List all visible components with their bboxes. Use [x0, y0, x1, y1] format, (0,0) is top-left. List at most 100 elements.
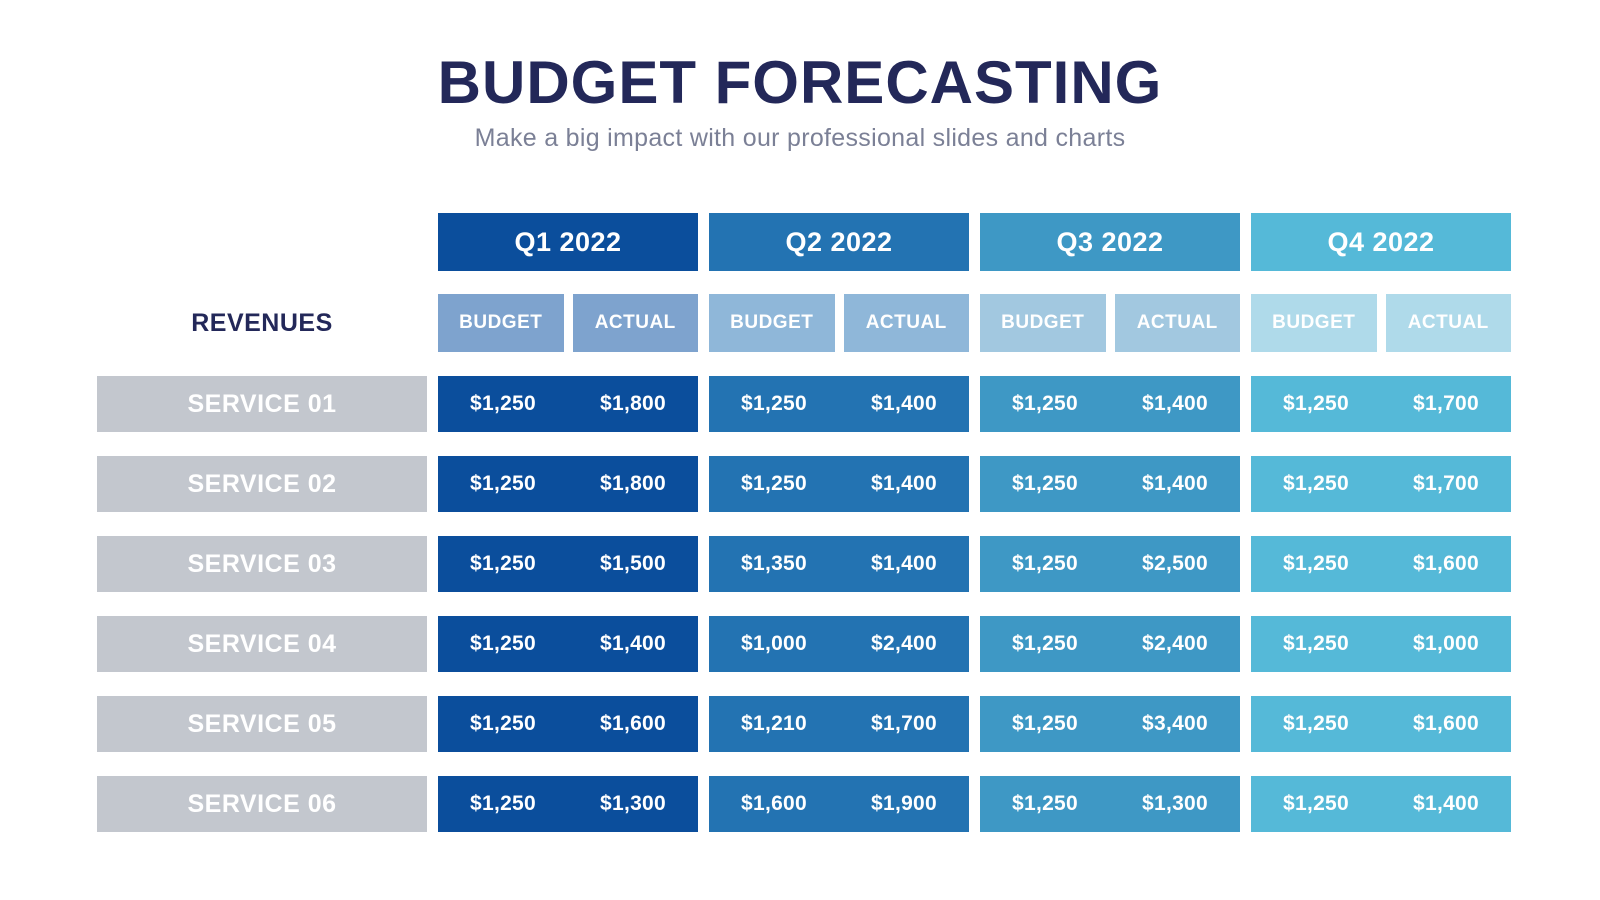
budget-value: $1,250: [1011, 472, 1079, 495]
actual-value: $1,400: [1141, 392, 1209, 415]
budget-value: $1,250: [1282, 632, 1350, 655]
actual-value: $1,400: [870, 392, 938, 415]
actual-value: $1,700: [870, 712, 938, 735]
budget-value: $1,250: [1282, 472, 1350, 495]
budget-value: $1,250: [740, 472, 808, 495]
q3-values: $1,250 $2,500: [980, 536, 1240, 592]
q2-values: $1,250 $1,400: [709, 376, 969, 432]
table-row: SERVICE 03 $1,250 $1,500 $1,350 $1,400 $…: [97, 536, 1511, 592]
budget-value: $1,250: [1282, 792, 1350, 815]
page-subtitle: Make a big impact with our professional …: [474, 124, 1126, 152]
subheader-q1: BUDGET ACTUAL: [438, 294, 698, 352]
q2-values: $1,350 $1,400: [709, 536, 969, 592]
table-row: SERVICE 05 $1,250 $1,600 $1,210 $1,700 $…: [97, 696, 1511, 752]
service-label: SERVICE 01: [97, 376, 427, 432]
actual-value: $1,800: [599, 392, 667, 415]
quarter-header-q3: Q3 2022: [980, 213, 1240, 271]
budget-value: $1,210: [740, 712, 808, 735]
q2-values: $1,250 $1,400: [709, 456, 969, 512]
budget-value: $1,250: [1011, 552, 1079, 575]
budget-value: $1,250: [1011, 392, 1079, 415]
actual-value: $1,900: [870, 792, 938, 815]
q3-values: $1,250 $1,300: [980, 776, 1240, 832]
budget-value: $1,250: [740, 392, 808, 415]
actual-column-header: ACTUAL: [1385, 294, 1511, 352]
actual-value: $1,300: [599, 792, 667, 815]
header-spacer: [97, 213, 427, 271]
actual-value: $1,600: [599, 712, 667, 735]
q3-values: $1,250 $1,400: [980, 456, 1240, 512]
budget-value: $1,250: [469, 712, 537, 735]
service-label: SERVICE 03: [97, 536, 427, 592]
actual-value: $1,800: [599, 472, 667, 495]
q1-values: $1,250 $1,800: [438, 456, 698, 512]
actual-value: $1,500: [599, 552, 667, 575]
subheader-q2: BUDGET ACTUAL: [709, 294, 969, 352]
section-label-revenues: REVENUES: [191, 308, 333, 337]
actual-column-header: ACTUAL: [1114, 294, 1240, 352]
table-row: SERVICE 04 $1,250 $1,400 $1,000 $2,400 $…: [97, 616, 1511, 672]
q1-values: $1,250 $1,500: [438, 536, 698, 592]
actual-value: $2,500: [1141, 552, 1209, 575]
subheader-q3: BUDGET ACTUAL: [980, 294, 1240, 352]
table-row: SERVICE 01 $1,250 $1,800 $1,250 $1,400 $…: [97, 376, 1511, 432]
budget-value: $1,250: [1011, 712, 1079, 735]
table-row: SERVICE 06 $1,250 $1,300 $1,600 $1,900 $…: [97, 776, 1511, 832]
actual-value: $1,300: [1141, 792, 1209, 815]
q2-values: $1,600 $1,900: [709, 776, 969, 832]
q4-values: $1,250 $1,000: [1251, 616, 1511, 672]
q4-values: $1,250 $1,600: [1251, 536, 1511, 592]
service-label: SERVICE 02: [97, 456, 427, 512]
budget-value: $1,250: [469, 552, 537, 575]
service-label: SERVICE 06: [97, 776, 427, 832]
actual-value: $1,600: [1412, 712, 1480, 735]
q4-values: $1,250 $1,600: [1251, 696, 1511, 752]
actual-value: $1,400: [599, 632, 667, 655]
q3-values: $1,250 $2,400: [980, 616, 1240, 672]
budget-value: $1,250: [1282, 552, 1350, 575]
budget-value: $1,250: [1282, 392, 1350, 415]
actual-value: $1,700: [1412, 392, 1480, 415]
quarter-header-row: Q1 2022 Q2 2022 Q3 2022 Q4 2022: [97, 213, 1511, 271]
budget-column-header: BUDGET: [1251, 294, 1377, 352]
subheader-q4: BUDGET ACTUAL: [1251, 294, 1511, 352]
actual-value: $1,400: [870, 552, 938, 575]
actual-value: $1,400: [870, 472, 938, 495]
budget-column-header: BUDGET: [980, 294, 1106, 352]
budget-value: $1,250: [469, 792, 537, 815]
quarter-header-q4: Q4 2022: [1251, 213, 1511, 271]
budget-table: Q1 2022 Q2 2022 Q3 2022 Q4 2022 REVENUES…: [97, 213, 1511, 832]
actual-value: $1,000: [1412, 632, 1480, 655]
quarter-header-q1: Q1 2022: [438, 213, 698, 271]
actual-value: $1,600: [1412, 552, 1480, 575]
actual-value: $1,400: [1141, 472, 1209, 495]
budget-column-header: BUDGET: [709, 294, 835, 352]
q2-values: $1,210 $1,700: [709, 696, 969, 752]
q3-values: $1,250 $1,400: [980, 376, 1240, 432]
actual-column-header: ACTUAL: [572, 294, 698, 352]
budget-value: $1,600: [740, 792, 808, 815]
actual-value: $3,400: [1141, 712, 1209, 735]
budget-value: $1,250: [1011, 632, 1079, 655]
service-label: SERVICE 04: [97, 616, 427, 672]
q1-values: $1,250 $1,400: [438, 616, 698, 672]
q1-values: $1,250 $1,600: [438, 696, 698, 752]
actual-value: $1,400: [1412, 792, 1480, 815]
budget-value: $1,250: [1282, 712, 1350, 735]
quarter-header-q2: Q2 2022: [709, 213, 969, 271]
budget-value: $1,250: [469, 632, 537, 655]
actual-column-header: ACTUAL: [843, 294, 969, 352]
budget-value: $1,250: [469, 472, 537, 495]
q2-values: $1,000 $2,400: [709, 616, 969, 672]
actual-value: $2,400: [870, 632, 938, 655]
q4-values: $1,250 $1,700: [1251, 376, 1511, 432]
subheader-row: REVENUES BUDGET ACTUAL BUDGET ACTUAL BUD…: [97, 294, 1511, 352]
q1-values: $1,250 $1,800: [438, 376, 698, 432]
page-title: BUDGET FORECASTING: [437, 49, 1163, 116]
table-row: SERVICE 02 $1,250 $1,800 $1,250 $1,400 $…: [97, 456, 1511, 512]
budget-value: $1,250: [1011, 792, 1079, 815]
budget-column-header: BUDGET: [438, 294, 564, 352]
service-label: SERVICE 05: [97, 696, 427, 752]
q4-values: $1,250 $1,700: [1251, 456, 1511, 512]
